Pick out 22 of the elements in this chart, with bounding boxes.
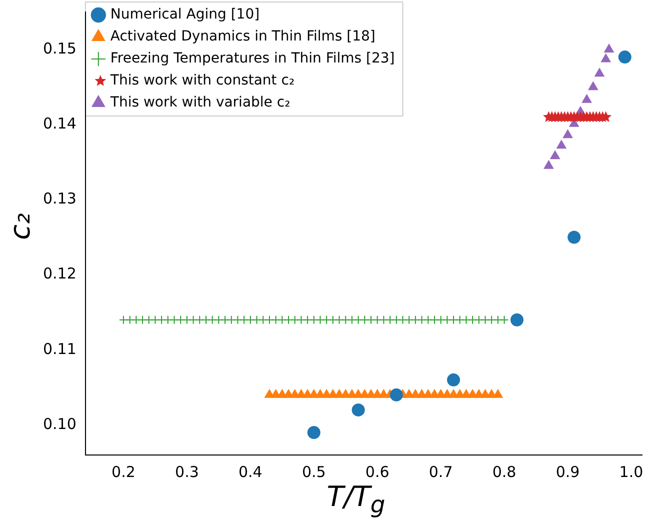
legend-label: Freezing Temperatures in Thin Films [23] bbox=[110, 50, 395, 67]
y-tick-label: 0.15 bbox=[42, 39, 76, 58]
y-axis-title: c₂ bbox=[4, 212, 36, 242]
x-tick-label: 0.9 bbox=[556, 462, 580, 481]
y-tick-label: 0.10 bbox=[42, 414, 76, 433]
legend-label: Activated Dynamics in Thin Films [18] bbox=[110, 28, 376, 45]
x-tick-label: 0.3 bbox=[175, 462, 199, 481]
y-tick-label: 0.11 bbox=[42, 340, 76, 358]
x-tick-label: 0.8 bbox=[492, 462, 516, 481]
x-tick-label: 1.0 bbox=[619, 462, 644, 481]
x-tick-label: 0.7 bbox=[428, 462, 453, 481]
legend-label: Numerical Aging [10] bbox=[110, 6, 260, 23]
x-tick-label: 0.5 bbox=[302, 462, 326, 481]
y-tick-label: 0.14 bbox=[42, 114, 76, 133]
legend-label: This work with variable c₂ bbox=[109, 94, 290, 111]
legend-label: This work with constant c₂ bbox=[109, 72, 295, 89]
y-tick-label: 0.12 bbox=[42, 264, 76, 283]
x-tick-label: 0.4 bbox=[238, 462, 262, 481]
x-tick-label: 0.6 bbox=[365, 462, 390, 481]
x-tick-label: 0.2 bbox=[112, 462, 136, 481]
x-axis-title: T/T$_{g}$ bbox=[326, 480, 386, 519]
y-tick-label: 0.13 bbox=[42, 190, 76, 208]
